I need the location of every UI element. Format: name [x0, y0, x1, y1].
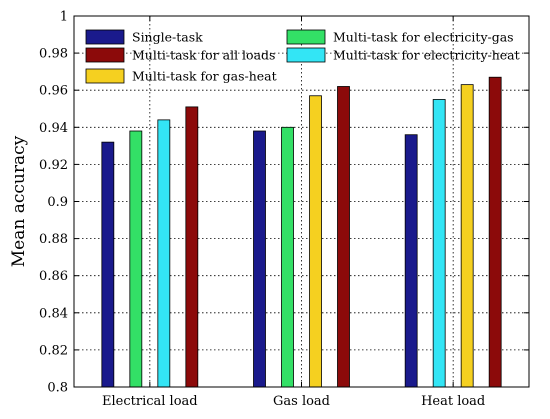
legend-swatch	[286, 29, 326, 45]
x-tick-label: Electrical load	[102, 394, 198, 409]
bar	[185, 106, 199, 388]
y-tick-label: 0.8	[47, 381, 68, 396]
legend-label: Single-task	[132, 30, 203, 45]
y-tick-label: 0.86	[39, 269, 68, 284]
y-tick-label: 0.98	[39, 47, 68, 62]
bar	[129, 130, 143, 388]
bar	[309, 95, 322, 388]
bar	[488, 76, 502, 388]
legend-swatch	[85, 29, 125, 45]
legend-label: Multi-task for electricity-heat	[333, 48, 520, 63]
bar	[157, 119, 171, 388]
y-tick-label: 0.82	[39, 343, 68, 358]
bar	[101, 141, 115, 388]
y-tick-label: 0.96	[39, 84, 68, 99]
y-tick-label: 0.92	[39, 158, 68, 173]
y-axis: 0.8 0.82 0.84 0.86 0.88 0.9 0.92 0.94 0.96 0.98 1	[39, 10, 529, 396]
legend-swatch	[85, 47, 125, 63]
x-tick-label: Heat load	[421, 394, 485, 409]
legend-swatch	[286, 47, 326, 63]
bar	[253, 130, 266, 388]
legend-label: Multi-task for all loads	[132, 48, 275, 63]
y-tick-label: 0.84	[39, 306, 68, 321]
bar	[460, 84, 474, 388]
x-tick-label: Gas load	[273, 394, 330, 409]
legend-label: Multi-task for electricity-gas	[333, 30, 514, 45]
y-tick-label: 0.88	[39, 232, 68, 247]
legend: Single-task Multi-task for all loads Multi…	[85, 29, 520, 84]
bar	[404, 134, 418, 388]
bar	[281, 126, 294, 388]
y-tick-label: 0.94	[39, 121, 68, 136]
legend-swatch	[85, 68, 125, 84]
x-axis: Electrical load Gas load Heat load	[102, 16, 485, 409]
y-tick-label: 0.9	[47, 195, 68, 210]
legend-label: Multi-task for gas-heat	[132, 69, 277, 84]
y-tick-label: 1	[60, 10, 68, 25]
bar	[337, 86, 350, 388]
bar	[432, 99, 446, 388]
y-axis-title: Mean accuracy	[9, 135, 29, 267]
grid-lines	[74, 16, 529, 387]
